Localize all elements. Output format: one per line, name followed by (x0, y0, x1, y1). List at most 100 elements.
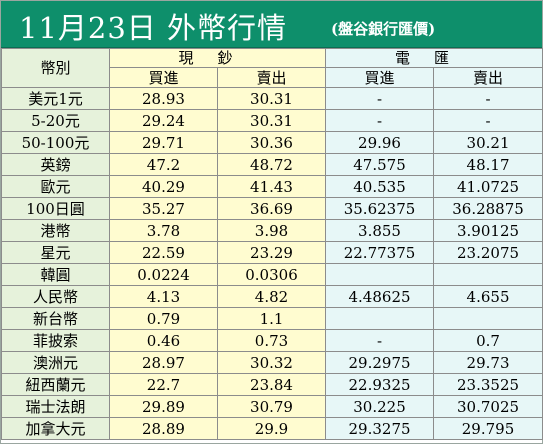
currency-name: 韓圓 (1, 263, 110, 286)
cash-buy-value: 3.78 (109, 219, 218, 242)
cash-buy-value: 28.93 (109, 87, 218, 110)
tt-buy-value: 22.77375 (325, 241, 435, 264)
tt-buy-value: 30.225 (325, 395, 435, 418)
cash-buy-value: 4.13 (109, 285, 218, 308)
column-header-tt-buy: 買進 (325, 67, 435, 88)
cash-sell-value: 30.79 (216, 395, 327, 418)
cash-sell-value: 41.43 (216, 175, 327, 198)
tt-sell-value: 29.795 (433, 417, 543, 440)
table-row: 菲披索 0.46 0.73-0.7 (1, 329, 543, 352)
currency-name: 5-20元 (1, 109, 110, 132)
title-bar: 11月23日 外幣行情 (盤谷銀行匯價) (1, 1, 542, 48)
tt-buy-value (325, 263, 435, 286)
column-header-cash: 現鈔 (108, 48, 327, 68)
tt-sell-value: 4.655 (433, 285, 543, 308)
currency-name: 菲披索 (1, 329, 110, 352)
table-row: 5-20元 29.24 30.31- - (1, 109, 543, 132)
cash-sell-value: 23.29 (216, 241, 327, 264)
tt-buy-value: 22.9325 (325, 373, 435, 396)
tt-buy-value: 4.48625 (325, 285, 435, 308)
cash-buy-value: 29.24 (109, 109, 218, 132)
table-row: 星元 22.59 23.29 22.77375 23.2075 (1, 241, 543, 264)
cash-sell-value: 1.1 (216, 307, 327, 330)
cash-sell-value: 48.72 (216, 153, 327, 176)
tt-sell-value: 36.28875 (433, 197, 543, 220)
currency-name: 美元1元 (1, 87, 110, 110)
tt-buy-value: 47.575 (325, 153, 435, 176)
tt-buy-value: 40.535 (325, 175, 435, 198)
tt-sell-value: 3.90125 (433, 219, 543, 242)
page-subtitle: (盤谷銀行匯價) (331, 20, 436, 38)
tt-buy-value: 29.3275 (325, 417, 435, 440)
table-row: 美元1元 28.93 30.31- - (1, 87, 543, 110)
cash-sell-value: 0.0306 (216, 263, 327, 286)
tt-buy-value: 3.855 (325, 219, 435, 242)
cash-buy-value: 22.59 (109, 241, 218, 264)
cash-buy-value: 29.89 (109, 395, 218, 418)
currency-name: 瑞士法朗 (1, 395, 110, 418)
currency-name: 人民幣 (1, 285, 110, 308)
page-title: 11月23日 外幣行情 (19, 11, 288, 45)
currency-name: 加拿大元 (1, 417, 110, 440)
table-row: 英鎊 47.2 48.72 47.575 48.17 (1, 153, 543, 176)
tt-buy-value: 35.62375 (325, 197, 435, 220)
column-header-cash-sell: 賣出 (216, 67, 327, 88)
table-row: 澳洲元 28.97 30.32 29.2975 29.73 (1, 351, 543, 374)
table-row: 100日圓 35.27 36.69 35.62375 36.28875 (1, 197, 543, 220)
cash-sell-value: 30.32 (216, 351, 327, 374)
header-row-groups: 幣別 現鈔 電匯 (1, 48, 543, 88)
cash-buy-value: 0.79 (109, 307, 218, 330)
table-row: 紐西蘭元 22.7 23.84 22.9325 23.3525 (1, 373, 543, 396)
tt-sell-value: 29.73 (433, 351, 543, 374)
tt-buy-value: 29.96 (325, 131, 435, 154)
cash-sell-value: 4.82 (216, 285, 327, 308)
currency-name: 港幣 (1, 219, 110, 242)
tt-buy-value: 29.2975 (325, 351, 435, 374)
tt-sell-value: 0.7 (433, 329, 543, 352)
cash-buy-value: 0.46 (109, 329, 218, 352)
currency-name: 50-100元 (1, 131, 110, 154)
currency-name: 紐西蘭元 (1, 373, 110, 396)
currency-name: 100日圓 (1, 197, 110, 220)
currency-name: 星元 (1, 241, 110, 264)
cash-buy-value: 47.2 (109, 153, 218, 176)
cash-buy-value: 28.97 (109, 351, 218, 374)
cash-sell-value: 36.69 (216, 197, 327, 220)
tt-buy-value: - (325, 109, 435, 132)
cash-buy-value: 22.7 (109, 373, 218, 396)
cash-buy-value: 29.71 (109, 131, 218, 154)
column-header-currency: 幣別 (1, 48, 110, 88)
tt-buy-value (325, 307, 435, 330)
table-row: 韓圓 0.0224 0.0306 (1, 263, 543, 286)
table-row: 歐元 40.29 41.43 40.535 41.0725 (1, 175, 543, 198)
cash-sell-value: 23.84 (216, 373, 327, 396)
tt-buy-value: - (325, 329, 435, 352)
exchange-rate-table: 幣別 現鈔 電匯 買進 賣出 買進 賣出 美元1元 28.93 30.31- -5-2… (1, 48, 543, 440)
cash-buy-value: 40.29 (109, 175, 218, 198)
currency-name: 歐元 (1, 175, 110, 198)
tt-sell-value: 48.17 (433, 153, 543, 176)
tt-sell-value (433, 307, 543, 330)
cash-buy-value: 28.89 (109, 417, 218, 440)
tt-buy-value: - (325, 87, 435, 110)
cash-sell-value: 30.36 (216, 131, 327, 154)
tt-sell-value (433, 263, 543, 286)
tt-sell-value: 41.0725 (433, 175, 543, 198)
column-header-cash-buy: 買進 (109, 67, 218, 88)
tt-sell-value: - (433, 109, 543, 132)
table-row: 加拿大元 28.89 29.9 29.3275 29.795 (1, 417, 543, 440)
table-row: 港幣 3.78 3.98 3.855 3.90125 (1, 219, 543, 242)
cash-sell-value: 30.31 (216, 87, 327, 110)
table-row: 瑞士法朗 29.89 30.79 30.225 30.7025 (1, 395, 543, 418)
tt-sell-value: 30.7025 (433, 395, 543, 418)
tt-sell-value: - (433, 87, 543, 110)
cash-buy-value: 35.27 (109, 197, 218, 220)
table-row: 人民幣 4.13 4.82 4.48625 4.655 (1, 285, 543, 308)
table-row: 50-100元 29.71 30.36 29.96 30.21 (1, 131, 543, 154)
table-row: 新台幣 0.79 1.1 (1, 307, 543, 330)
currency-name: 澳洲元 (1, 351, 110, 374)
tt-sell-value: 23.3525 (433, 373, 543, 396)
cash-buy-value: 0.0224 (109, 263, 218, 286)
cash-sell-value: 0.73 (216, 329, 327, 352)
